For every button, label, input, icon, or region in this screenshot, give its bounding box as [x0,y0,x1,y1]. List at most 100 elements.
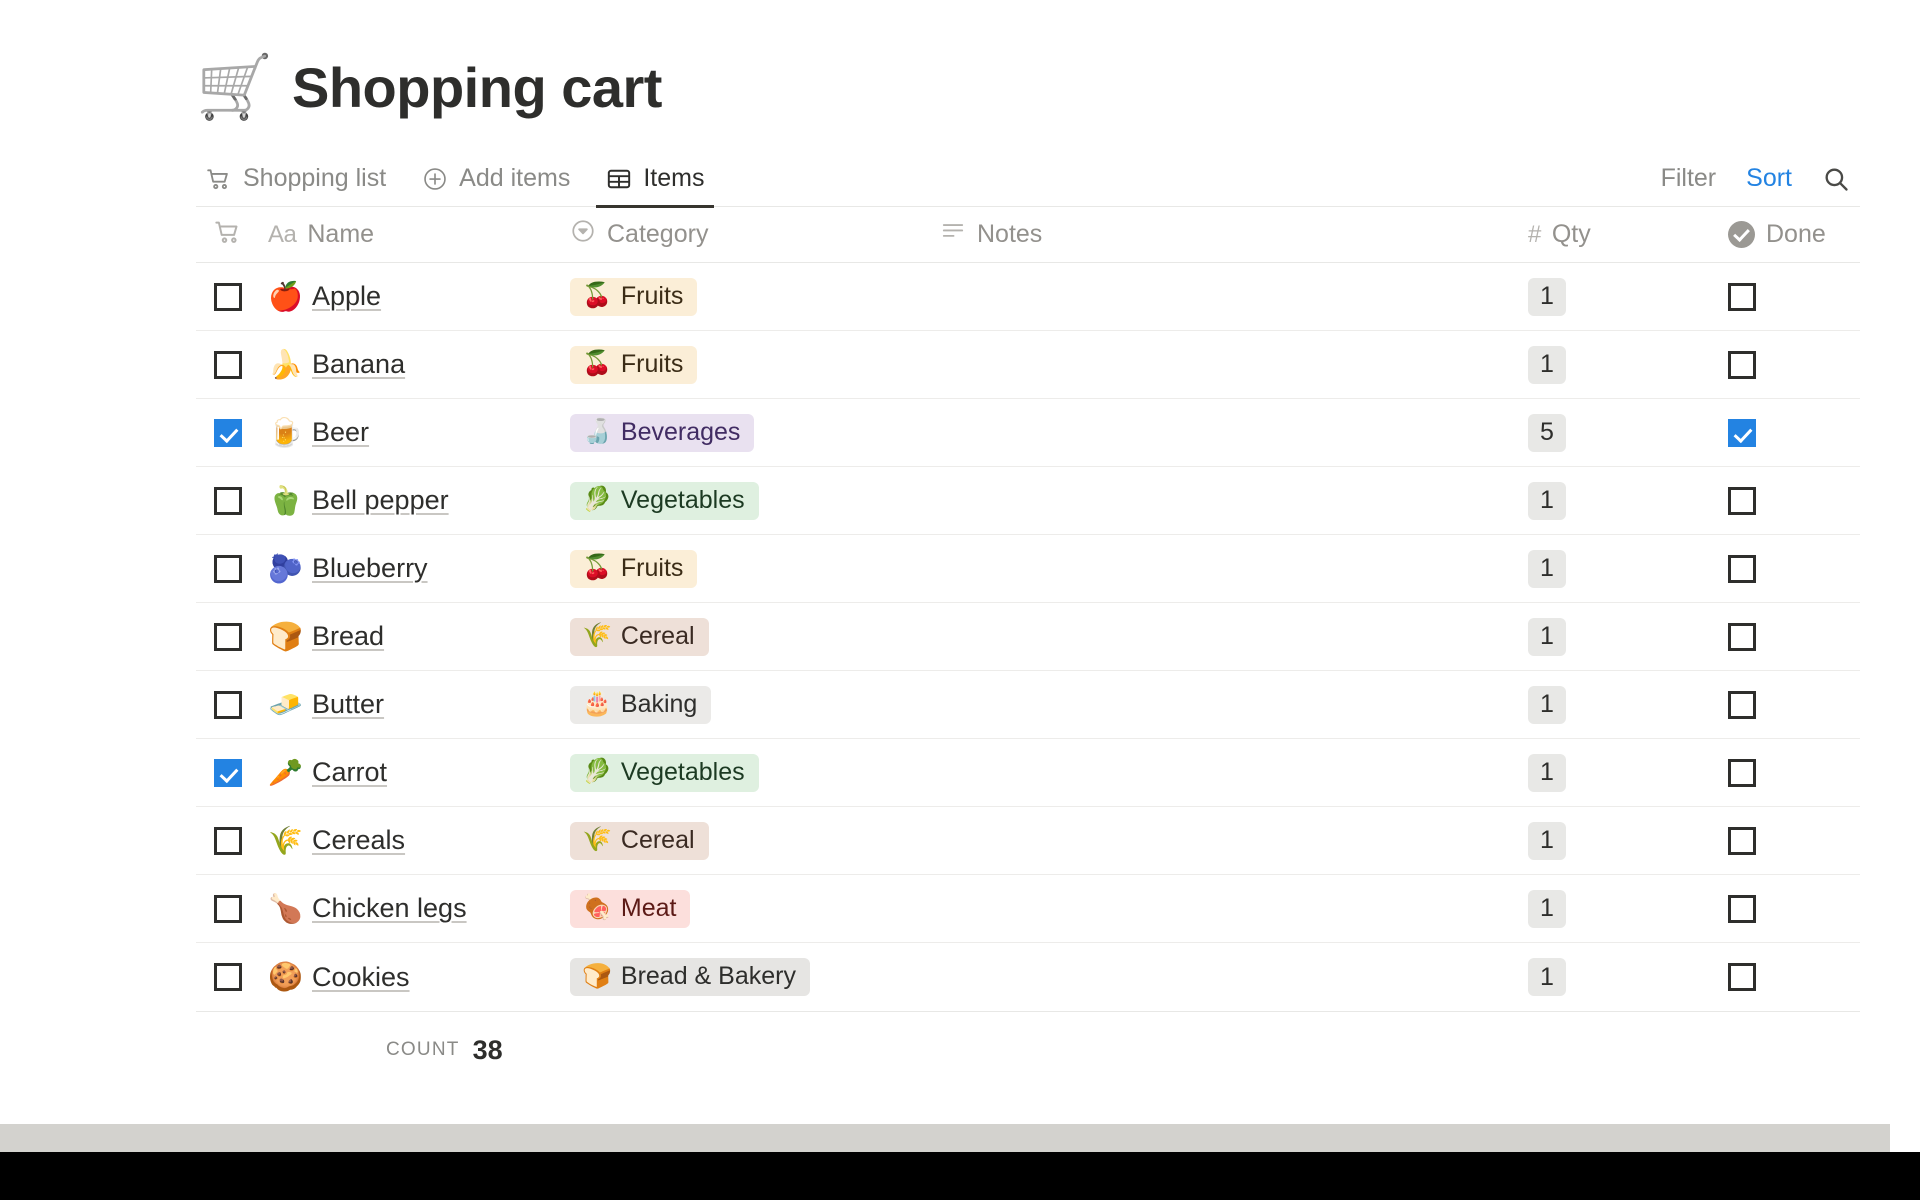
col-header-notes[interactable]: Notes [940,218,1490,251]
done-checkbox[interactable] [1728,350,1756,379]
name-cell: 🍗 Chicken legs [268,893,570,924]
col-header-name[interactable]: Aa Name [268,220,570,249]
col-header-qty[interactable]: # Qty [1490,220,1690,249]
qty-value[interactable]: 1 [1528,685,1566,724]
item-emoji-icon: 🥕 [268,756,303,788]
category-tag-label: Baking [620,689,698,718]
done-checkbox[interactable] [1728,826,1756,855]
qty-value[interactable]: 1 [1528,889,1566,928]
tab-items[interactable]: Items [588,164,722,208]
category-tag-label: Cereal [620,621,695,650]
filter-button[interactable]: Filter [1660,164,1717,192]
col-header-notes-label: Notes [977,220,1043,248]
row-select-cell [196,486,268,515]
item-name-link[interactable]: Chicken legs [312,893,467,923]
horizontal-scrollbar[interactable] [0,1124,1890,1152]
qty-value[interactable]: 1 [1528,821,1566,860]
row-select-checkbox[interactable] [214,418,242,447]
row-select-checkbox[interactable] [214,894,242,923]
name-cell: 🍪 Cookies [268,962,570,993]
row-select-checkbox[interactable] [214,282,242,311]
table-row[interactable]: 🧈 Butter 🎂 Baking 1 [196,671,1890,739]
table-row[interactable]: 🫐 Blueberry 🍒 Fruits 1 [196,535,1890,603]
qty-value[interactable]: 1 [1528,958,1566,996]
category-cell[interactable]: 🥬 Vegetables [570,753,940,792]
row-select-checkbox[interactable] [214,963,242,991]
table-row[interactable]: 🥕 Carrot 🥬 Vegetables 1 [196,739,1890,807]
table-row[interactable]: 🍌 Banana 🍒 Fruits 1 [196,331,1890,399]
table-body: 🍎 Apple 🍒 Fruits 1 🍌 Banana 🍒 Fruits 1 🍺 Beer 🍶 Bever… [196,263,1890,1011]
qty-value[interactable]: 1 [1528,481,1566,520]
category-cell[interactable]: 🍞 Bread & Bakery [570,958,940,996]
done-checkbox[interactable] [1728,282,1756,311]
item-name-link[interactable]: Banana [312,349,406,379]
category-emoji-icon: 🍒 [582,282,612,309]
item-name-link[interactable]: Butter [312,689,385,719]
done-checkbox[interactable] [1728,622,1756,651]
sort-button[interactable]: Sort [1746,164,1792,192]
category-cell[interactable]: 🍖 Meat [570,889,940,928]
table-row[interactable]: 🫑 Bell pepper 🥬 Vegetables 1 [196,467,1890,535]
item-name-link[interactable]: Cookies [312,961,410,992]
category-cell[interactable]: 🥬 Vegetables [570,481,940,520]
item-name-link[interactable]: Bell pepper [312,485,449,515]
tab-shopping-list[interactable]: Shopping list [196,164,404,206]
table-row[interactable]: 🌾 Cereals 🌾 Cereal 1 [196,807,1890,875]
done-cell [1690,963,1890,991]
item-name-link[interactable]: Bread [312,621,385,651]
category-cell[interactable]: 🍒 Fruits [570,345,940,384]
col-header-category[interactable]: Category [570,218,940,251]
done-checkbox[interactable] [1728,554,1756,583]
done-checkbox[interactable] [1728,418,1756,447]
qty-value[interactable]: 5 [1528,413,1566,452]
item-name-link[interactable]: Apple [312,281,382,311]
category-cell[interactable]: 🍶 Beverages [570,413,940,452]
row-select-checkbox[interactable] [214,486,242,515]
table-row[interactable]: 🍪 Cookies 🍞 Bread & Bakery 1 [196,943,1890,1011]
col-header-done[interactable]: Done [1690,220,1890,249]
select-chevron-icon [570,218,596,251]
qty-cell: 1 [1490,481,1690,520]
qty-value[interactable]: 1 [1528,277,1566,316]
right-gutter [1860,0,1890,1152]
table-footer: Count 38 [196,1011,1890,1088]
done-checkbox[interactable] [1728,963,1756,991]
row-select-checkbox[interactable] [214,690,242,719]
qty-cell: 1 [1490,821,1690,860]
row-select-checkbox[interactable] [214,758,242,787]
tab-add-items-label: Add items [459,164,571,192]
category-tag: 🌾 Cereal [570,617,709,656]
shopping-cart-icon: 🛒 [196,53,274,122]
search-icon[interactable] [1822,165,1850,193]
row-select-checkbox[interactable] [214,554,242,583]
done-checkbox[interactable] [1728,894,1756,923]
done-checkbox[interactable] [1728,486,1756,515]
category-cell[interactable]: 🌾 Cereal [570,617,940,656]
category-emoji-icon: 🍞 [582,962,612,990]
category-cell[interactable]: 🍒 Fruits [570,277,940,316]
row-select-checkbox[interactable] [214,826,242,855]
item-emoji-icon: 🍗 [268,892,303,924]
done-checkbox[interactable] [1728,690,1756,719]
category-emoji-icon: 🍒 [582,350,612,377]
done-checkbox[interactable] [1728,758,1756,787]
qty-value[interactable]: 1 [1528,549,1566,588]
item-name-link[interactable]: Cereals [312,825,406,855]
category-cell[interactable]: 🎂 Baking [570,685,940,724]
item-name-link[interactable]: Beer [312,417,370,447]
qty-cell: 1 [1490,685,1690,724]
table-row[interactable]: 🍺 Beer 🍶 Beverages 5 [196,399,1890,467]
item-name-link[interactable]: Carrot [312,757,388,787]
qty-value[interactable]: 1 [1528,753,1566,792]
table-row[interactable]: 🍞 Bread 🌾 Cereal 1 [196,603,1890,671]
tab-add-items[interactable]: Add items [404,164,588,206]
table-row[interactable]: 🍎 Apple 🍒 Fruits 1 [196,263,1890,331]
table-row[interactable]: 🍗 Chicken legs 🍖 Meat 1 [196,875,1890,943]
row-select-checkbox[interactable] [214,350,242,379]
qty-value[interactable]: 1 [1528,617,1566,656]
row-select-checkbox[interactable] [214,622,242,651]
category-cell[interactable]: 🍒 Fruits [570,549,940,588]
category-cell[interactable]: 🌾 Cereal [570,821,940,860]
item-name-link[interactable]: Blueberry [312,553,428,583]
qty-value[interactable]: 1 [1528,345,1566,384]
